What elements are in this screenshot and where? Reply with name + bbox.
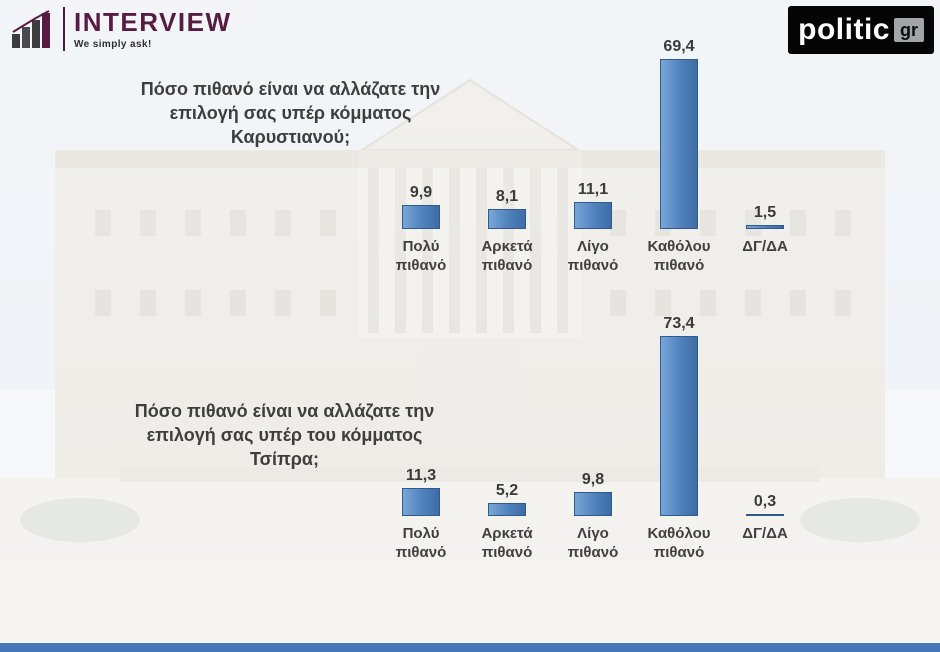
- bar-value-label: 5,2: [495, 482, 519, 499]
- bar-group: 1,5: [722, 204, 808, 229]
- bar: [660, 336, 698, 516]
- politic-brand-name: politic: [798, 13, 890, 46]
- bar: [746, 225, 784, 229]
- category-label: ΔΓ/ΔΑ: [742, 238, 788, 255]
- bar-group: 69,4: [636, 38, 722, 229]
- chart1-title: Πόσο πιθανό είναι να αλλάζατε την επιλογ…: [140, 79, 441, 147]
- logo-divider: [63, 7, 65, 51]
- category-label: Καθόλου πιθανό: [647, 238, 711, 274]
- chart1-karystianou: 9,9 8,1 11,1 69,4 1,5 Πολύ πιθανό Αρκετά πιθα…: [378, 33, 810, 276]
- bar-value-label: 11,1: [577, 181, 609, 198]
- bar: [574, 202, 612, 229]
- category-label: Αρκετά πιθανό: [481, 238, 533, 274]
- bar-group: 9,9: [378, 184, 464, 229]
- interview-tagline: We simply ask!: [74, 38, 152, 50]
- bar-group: 11,1: [550, 181, 636, 229]
- bar-chart-logo-icon: [12, 10, 50, 48]
- category-label: Λίγο πιθανό: [567, 238, 619, 274]
- politic-gr-badge: gr: [894, 18, 924, 42]
- bar: [660, 59, 698, 229]
- bar: [488, 503, 526, 516]
- bar-value-label: 69,4: [663, 38, 695, 55]
- chart1-category-labels: Πολύ πιθανό Αρκετά πιθανό Λίγο πιθανό Καθόλ…: [378, 238, 810, 276]
- bar: [746, 514, 784, 516]
- bar-group: 5,2: [464, 482, 550, 516]
- category-label: Πολύ πιθανό: [395, 525, 447, 561]
- chart2-category-labels: Πολύ πιθανό Αρκετά πιθανό Λίγο πιθανό Καθόλ…: [378, 525, 810, 563]
- category-label: Καθόλου πιθανό: [647, 525, 711, 561]
- bar: [488, 209, 526, 229]
- category-label: Πολύ πιθανό: [395, 238, 447, 274]
- bar-value-label: 11,3: [405, 467, 437, 484]
- category-label: ΔΓ/ΔΑ: [742, 525, 788, 542]
- bar-value-label: 8,1: [495, 188, 519, 205]
- bar-value-label: 1,5: [753, 204, 777, 221]
- bar-value-label: 9,9: [409, 184, 433, 201]
- category-label: Λίγο πιθανό: [567, 525, 619, 561]
- politic-logo: politic gr: [788, 6, 934, 54]
- bar-group: 0,3: [722, 493, 808, 516]
- interview-brand-name: INTERVIEW: [74, 6, 232, 37]
- chart2-tsipras: 11,3 5,2 9,8 73,4 0,3 Πολύ πιθανό Αρκετά πιθα…: [378, 315, 810, 563]
- category-label: Αρκετά πιθανό: [481, 525, 533, 561]
- bar-group: 73,4: [636, 315, 722, 516]
- interview-logo-text: INTERVIEW We simply ask!: [74, 9, 231, 50]
- bar: [402, 488, 440, 516]
- bar-value-label: 73,4: [663, 315, 695, 332]
- bar-group: 8,1: [464, 188, 550, 229]
- interview-logo: INTERVIEW We simply ask!: [10, 7, 231, 51]
- chart1-bars: 9,9 8,1 11,1 69,4 1,5: [378, 33, 810, 229]
- bar: [574, 492, 612, 516]
- bar-group: 11,3: [378, 467, 464, 516]
- bar-value-label: 9,8: [581, 471, 605, 488]
- bar-value-label: 0,3: [753, 493, 777, 510]
- chart2-bars: 11,3 5,2 9,8 73,4 0,3: [378, 315, 810, 516]
- bottom-blue-strip: [0, 643, 940, 652]
- bar: [402, 205, 440, 229]
- chart2-title: Πόσο πιθανό είναι να αλλάζατε την επιλογ…: [134, 401, 435, 469]
- bar-group: 9,8: [550, 471, 636, 516]
